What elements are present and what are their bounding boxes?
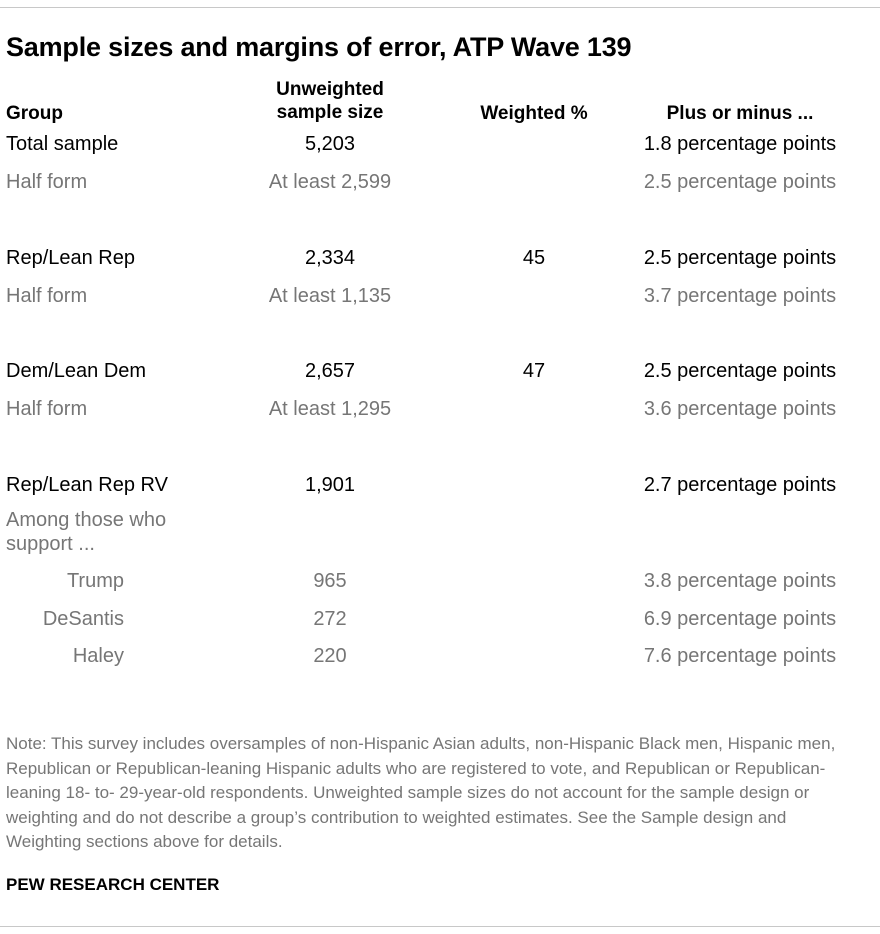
row-total-half-form-group: Half form xyxy=(6,171,88,193)
row-rep-lean-rep-moe: 2.5 percentage points xyxy=(643,247,837,269)
row-dem-half-form-moe: 3.6 percentage points xyxy=(643,398,837,420)
row-dem-lean-dem-group: Dem/Lean Dem xyxy=(6,360,147,382)
row-rep-half-form-moe: 3.7 percentage points xyxy=(643,285,837,307)
header-group: Group xyxy=(6,103,63,124)
row-trump-group: Trump xyxy=(66,570,124,592)
header-weighted-percent: Weighted % xyxy=(480,103,588,124)
row-desantis-moe: 6.9 percentage points xyxy=(643,608,837,630)
row-total-sample-moe: 1.8 percentage points xyxy=(643,133,837,155)
header-unweighted-sample-size: Unweighted sample size xyxy=(230,78,430,124)
row-dem-half-form-group: Half form xyxy=(6,398,88,420)
row-haley-group: Haley xyxy=(72,645,124,667)
row-total-half-form-moe: 2.5 percentage points xyxy=(643,171,837,193)
header-unweighted-line2: sample size xyxy=(276,102,384,123)
row-trump-moe: 3.8 percentage points xyxy=(643,570,837,592)
header-unweighted-line1: Unweighted xyxy=(276,79,384,100)
row-dem-half-form-unweighted: At least 1,295 xyxy=(268,398,392,420)
row-rep-lean-rep-weighted: 45 xyxy=(522,247,546,269)
row-rep-lean-rep-unweighted: 2,334 xyxy=(304,247,356,269)
row-desantis-unweighted: 272 xyxy=(313,608,347,630)
row-total-sample-unweighted: 5,203 xyxy=(304,133,356,155)
row-haley-moe: 7.6 percentage points xyxy=(643,645,837,667)
row-among-supporters-label: Among those who support ... xyxy=(6,509,167,555)
row-dem-lean-dem-unweighted: 2,657 xyxy=(304,360,356,382)
row-haley-unweighted: 220 xyxy=(313,645,347,667)
footnote: Note: This survey includes oversamples o… xyxy=(6,734,836,851)
bottom-divider xyxy=(0,926,880,927)
row-rep-rv-moe: 2.7 percentage points xyxy=(643,474,837,496)
row-rep-rv-unweighted: 1,901 xyxy=(304,474,356,496)
source-label: PEW RESEARCH CENTER xyxy=(6,875,220,894)
page-title: Sample sizes and margins of error, ATP W… xyxy=(6,32,632,62)
row-trump-unweighted: 965 xyxy=(313,570,347,592)
row-rep-lean-rep-group: Rep/Lean Rep xyxy=(6,247,135,269)
top-divider xyxy=(0,7,880,8)
row-rep-rv-group: Rep/Lean Rep RV xyxy=(6,474,168,496)
row-dem-lean-dem-moe: 2.5 percentage points xyxy=(643,360,837,382)
row-rep-half-form-unweighted: At least 1,135 xyxy=(268,285,392,307)
row-total-sample-group: Total sample xyxy=(6,133,119,155)
row-rep-half-form-group: Half form xyxy=(6,285,88,307)
header-plus-or-minus: Plus or minus ... xyxy=(666,103,814,124)
row-desantis-group: DeSantis xyxy=(42,608,124,630)
row-dem-lean-dem-weighted: 47 xyxy=(522,360,546,382)
row-total-half-form-unweighted: At least 2,599 xyxy=(268,171,392,193)
